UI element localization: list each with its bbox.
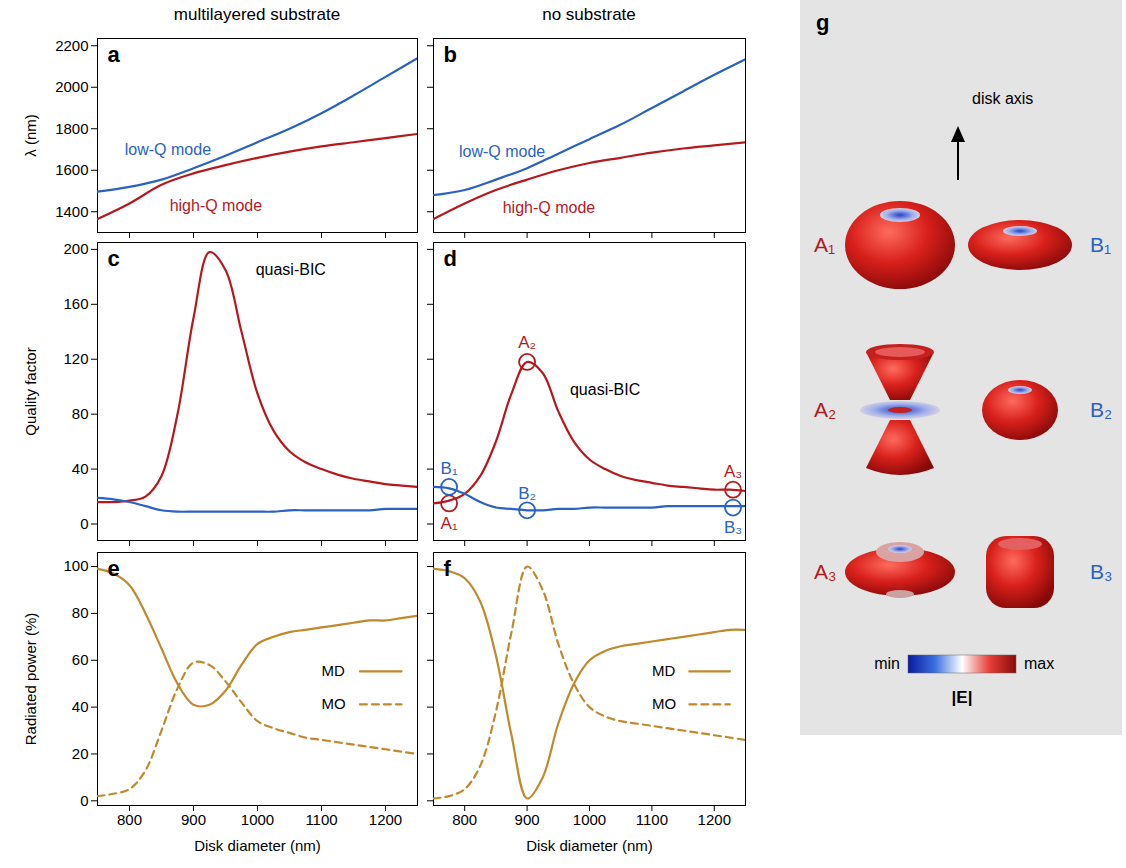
svg-text:d: d (444, 246, 457, 271)
html-text:no substrate: no substrate (542, 5, 636, 24)
svg-text:1400: 1400 (55, 203, 88, 220)
svg-text:B₁: B₁ (441, 459, 458, 478)
svg-text:a: a (108, 42, 121, 67)
svg-text:900: 900 (515, 811, 540, 828)
svg-text:quasi-BIC: quasi-BIC (570, 381, 640, 398)
svg-text:g: g (816, 10, 829, 35)
svg-text:80: 80 (72, 604, 89, 621)
svg-text:min: min (874, 655, 900, 672)
svg-text:f: f (444, 556, 452, 581)
svg-text:A₁: A₁ (814, 233, 835, 256)
svg-text:1000: 1000 (573, 811, 606, 828)
svg-text:MD: MD (652, 662, 675, 679)
svg-text:1000: 1000 (241, 811, 274, 828)
svg-text:MO: MO (322, 695, 346, 712)
svg-text:2000: 2000 (55, 78, 88, 95)
svg-text:low-Q mode: low-Q mode (125, 141, 211, 158)
svg-text:e: e (108, 556, 120, 581)
svg-text:80: 80 (72, 405, 89, 422)
svg-text:2200: 2200 (55, 37, 88, 54)
svg-text:160: 160 (63, 295, 88, 312)
svg-text:1100: 1100 (636, 811, 668, 828)
svg-text:λ (nm): λ (nm) (22, 114, 39, 157)
svg-text:c: c (108, 246, 120, 271)
svg-text:max: max (1024, 655, 1054, 672)
html-text:multilayered substrate: multilayered substrate (173, 5, 341, 24)
svg-text:1200: 1200 (369, 811, 402, 828)
svg-text:60: 60 (72, 651, 89, 668)
svg-text:1100: 1100 (305, 811, 337, 828)
svg-text:900: 900 (181, 811, 206, 828)
svg-text:Quality factor: Quality factor (22, 347, 39, 435)
svg-text:Disk diameter (nm): Disk diameter (nm) (526, 837, 653, 854)
svg-text:MO: MO (652, 695, 676, 712)
svg-text:B₃: B₃ (1090, 560, 1113, 583)
svg-text:A₃: A₃ (724, 462, 742, 481)
svg-text:B₂: B₂ (518, 484, 536, 503)
svg-text:MD: MD (322, 662, 345, 679)
svg-text:A₃: A₃ (814, 560, 837, 583)
svg-text:200: 200 (63, 240, 88, 257)
svg-text:b: b (444, 42, 457, 67)
svg-text:A₂: A₂ (814, 398, 836, 421)
svg-text:high-Q mode: high-Q mode (170, 197, 263, 214)
svg-text:|E|: |E| (952, 688, 973, 707)
svg-text:1800: 1800 (55, 120, 88, 137)
svg-text:B₂: B₂ (1090, 398, 1112, 421)
svg-text:800: 800 (452, 811, 477, 828)
svg-text:800: 800 (117, 811, 142, 828)
svg-text:Disk diameter (nm): Disk diameter (nm) (194, 837, 321, 854)
svg-text:1600: 1600 (55, 161, 88, 178)
svg-text:quasi-BIC: quasi-BIC (256, 261, 326, 278)
svg-text:100: 100 (63, 557, 88, 574)
svg-text:20: 20 (72, 745, 89, 762)
svg-text:0: 0 (80, 515, 88, 532)
svg-text:B₁: B₁ (1090, 233, 1111, 256)
svg-text:1200: 1200 (698, 811, 731, 828)
svg-text:A₂: A₂ (518, 333, 536, 352)
svg-text:Radiated power (%): Radiated power (%) (22, 613, 39, 746)
svg-text:40: 40 (72, 460, 89, 477)
svg-text:disk axis: disk axis (972, 90, 1033, 107)
svg-text:high-Q mode: high-Q mode (503, 199, 596, 216)
svg-text:B₃: B₃ (724, 518, 742, 537)
svg-text:120: 120 (63, 350, 88, 367)
svg-text:A₁: A₁ (441, 514, 458, 533)
svg-text:40: 40 (72, 698, 89, 715)
svg-text:0: 0 (80, 792, 88, 809)
svg-text:low-Q mode: low-Q mode (459, 143, 545, 160)
